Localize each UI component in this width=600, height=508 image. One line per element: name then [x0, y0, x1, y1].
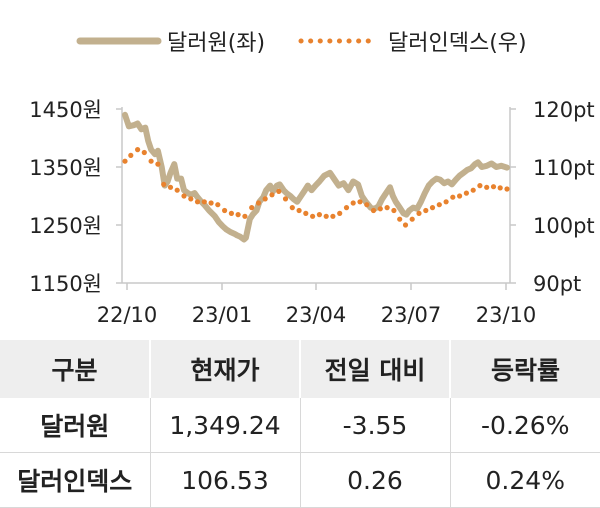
dollar-index-point — [391, 207, 397, 214]
table-row: 달러인덱스 106.53 0.26 0.24% — [0, 452, 600, 508]
dollar-index-point — [148, 158, 154, 164]
dollar-index-point — [443, 199, 449, 205]
dollar-index-point — [122, 158, 128, 164]
usd-krw-series-line — [122, 111, 510, 243]
dollar-index-point — [235, 212, 241, 218]
dollar-index-point — [397, 216, 403, 222]
dollar-index-point — [504, 186, 510, 192]
dollar-index-series-dots — [122, 147, 510, 228]
dollar-index-point — [222, 207, 228, 214]
table-header-change: 전일 대비 — [300, 340, 451, 398]
table-row: 달러원 1,349.24 -3.55 -0.26% — [0, 398, 600, 453]
dollar-index-point — [450, 194, 456, 200]
dollar-index-point — [457, 193, 463, 199]
dollar-index-point — [228, 210, 234, 216]
row-change: -3.55 — [300, 398, 451, 453]
dollar-index-point — [490, 184, 497, 190]
legend-label-krw: 달러원(좌) — [167, 31, 265, 56]
right-y-ticks: 120pt 110pt 100pt 90pt — [510, 98, 595, 296]
dollar-index-point — [128, 152, 134, 158]
row-price: 106.53 — [150, 452, 301, 508]
x-label-2304: 23/04 — [286, 303, 347, 327]
dollar-index-point — [161, 181, 167, 187]
table-header-price: 현재가 — [150, 340, 301, 398]
dollar-index-point — [296, 207, 302, 214]
left-y-label-1350: 1350원 — [29, 156, 102, 180]
dollar-index-point — [463, 190, 469, 196]
dollar-index-point — [497, 185, 503, 191]
exchange-rate-chart: 달러원(좌) 달러인덱스(우) 1450원 1350원 1250원 1150원 … — [29, 31, 595, 327]
dollar-index-point — [330, 213, 336, 219]
dollar-index-point — [269, 192, 275, 198]
dollar-index-point — [323, 213, 329, 219]
dollar-index-point — [201, 199, 207, 205]
left-y-ticks: 1450원 1350원 1250원 1150원 — [29, 98, 122, 296]
dollar-index-point — [337, 210, 343, 216]
dollar-index-point — [402, 222, 409, 228]
x-label-2210: 22/10 — [97, 303, 158, 327]
dollar-index-point — [141, 149, 147, 156]
legend-label-dxy: 달러인덱스(우) — [388, 31, 527, 56]
row-rate: -0.26% — [450, 398, 600, 453]
dollar-index-point — [155, 161, 161, 167]
price-table: 구분 현재가 전일 대비 등락률 달러원 1,349.24 -3.55 -0.2… — [0, 340, 600, 508]
legend: 달러원(좌) 달러인덱스(우) — [76, 31, 527, 56]
dollar-index-point — [135, 147, 141, 153]
x-label-2301: 23/01 — [192, 303, 253, 327]
dollar-index-point — [470, 187, 476, 193]
dollar-index-point — [423, 207, 429, 214]
left-y-label-1150: 1150원 — [29, 272, 102, 296]
dollar-index-point — [310, 213, 316, 219]
dollar-index-point — [303, 210, 309, 216]
dollar-index-point — [262, 196, 268, 202]
dollar-index-point — [370, 207, 377, 214]
dollar-index-point — [194, 199, 201, 205]
dollar-index-point — [167, 184, 174, 190]
table-header-row: 구분 현재가 전일 대비 등락률 — [0, 340, 600, 398]
row-change: 0.26 — [300, 452, 451, 508]
x-label-2310: 23/10 — [476, 303, 537, 327]
dollar-index-point — [181, 193, 187, 199]
x-ticks: 22/10 23/01 23/04 23/07 23/10 — [97, 283, 537, 327]
dollar-index-point — [436, 202, 442, 208]
dollar-index-point — [174, 187, 180, 193]
dollar-index-point — [484, 184, 490, 190]
row-rate: 0.24% — [450, 452, 600, 508]
dollar-index-point — [282, 196, 289, 202]
right-y-label-100: 100pt — [533, 214, 595, 238]
table-header-rate: 등락률 — [450, 340, 600, 398]
right-y-label-110: 110pt — [533, 156, 595, 180]
dollar-index-point — [409, 216, 415, 222]
dollar-index-point — [188, 196, 194, 202]
dollar-index-point — [215, 202, 221, 208]
dollar-index-point — [316, 212, 322, 218]
table-header-category: 구분 — [0, 340, 151, 398]
dollar-index-point — [384, 205, 390, 211]
dollar-index-point — [343, 205, 350, 211]
dollar-index-point — [276, 188, 282, 194]
dollar-index-point — [377, 206, 383, 212]
right-y-label-120: 120pt — [533, 98, 595, 122]
row-price: 1,349.24 — [150, 398, 301, 453]
dollar-index-point — [350, 200, 356, 206]
dollar-index-point — [249, 205, 255, 211]
dollar-index-point — [364, 202, 370, 208]
dollar-index-point — [357, 199, 363, 205]
dollar-index-point — [255, 200, 262, 206]
dollar-index-point — [242, 213, 248, 219]
row-label: 달러인덱스 — [0, 452, 151, 508]
dollar-index-point — [429, 205, 436, 211]
dollar-index-point — [416, 210, 422, 216]
dollar-index-point — [208, 200, 214, 206]
dollar-index-point — [289, 205, 295, 211]
left-y-label-1250: 1250원 — [29, 214, 102, 238]
right-y-label-90: 90pt — [533, 272, 581, 296]
x-label-2307: 23/07 — [381, 303, 442, 327]
row-label: 달러원 — [0, 398, 151, 453]
left-y-label-1450: 1450원 — [29, 98, 102, 122]
dollar-index-point — [477, 183, 483, 189]
